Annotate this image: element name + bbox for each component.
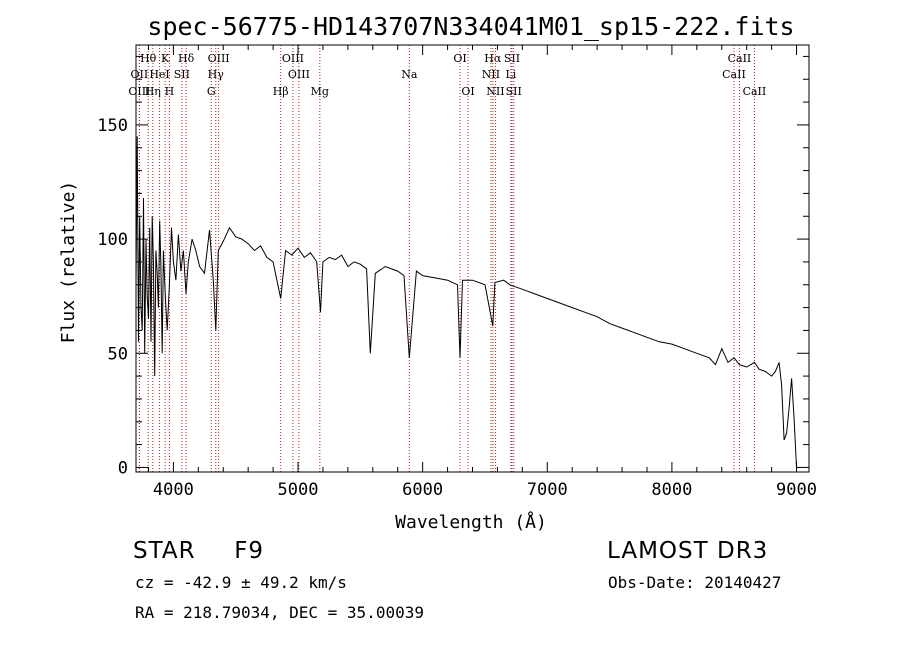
x-tick-label: 7000 <box>527 480 568 500</box>
line-marker-label: CaII <box>743 85 767 98</box>
line-marker-label: CaII <box>722 68 746 81</box>
line-marker-label: OII <box>131 68 149 81</box>
x-tick-label: 5000 <box>278 480 319 500</box>
line-marker-label: Hβ <box>273 85 289 98</box>
x-tick-label: 8000 <box>651 480 692 500</box>
line-marker-label: K <box>161 52 170 65</box>
line-marker-label: OIII <box>208 52 230 65</box>
line-marker-label: Na <box>401 68 418 81</box>
x-tick-label: 9000 <box>776 480 817 500</box>
line-marker-label: OIII <box>128 85 150 98</box>
line-marker-label: HeI <box>149 68 169 81</box>
line-marker-label: OIII <box>288 68 310 81</box>
obs-date: Obs-Date: 20140427 <box>608 573 782 592</box>
chart-title: spec-56775-HD143707N334041M01_sp15-222.f… <box>147 12 794 41</box>
line-marker-label: NII <box>486 85 504 98</box>
line-marker-label: SII <box>174 68 190 81</box>
line-marker-label: H <box>165 85 175 98</box>
line-markers: Hθ OII OIII HeI Hη K H SII Hδ OIII Hγ G OIII OIII Hβ Mg… <box>128 45 766 472</box>
y-axis-label: Flux (relative) <box>58 181 79 344</box>
x-axis-label: Wavelength (Å) <box>395 511 547 533</box>
line-marker-label: SII <box>506 85 522 98</box>
axes: 4000 5000 6000 7000 8000 9000 0 50 100 150 <box>97 45 817 500</box>
y-tick-label: 100 <box>97 230 128 250</box>
line-marker-label: Hδ <box>178 52 195 65</box>
line-marker-label: OI <box>461 85 474 98</box>
line-marker-label: G <box>207 85 216 98</box>
x-tick-label: 4000 <box>153 480 194 500</box>
line-marker-label: Hγ <box>208 68 225 81</box>
object-class: STAR <box>133 538 196 564</box>
object-subclass: F9 <box>234 538 265 564</box>
line-marker-label: OIII <box>282 52 304 65</box>
line-marker-label: NII <box>482 68 500 81</box>
line-marker-label: SII <box>504 52 520 65</box>
spectrum-line <box>135 136 797 468</box>
line-marker-label: Hη <box>145 85 161 98</box>
line-marker-label: Hθ <box>140 52 157 65</box>
line-marker-label: Mg <box>311 85 329 98</box>
y-tick-label: 0 <box>118 458 128 478</box>
x-tick-label: 6000 <box>402 480 443 500</box>
line-marker-label: OI <box>453 52 466 65</box>
y-tick-label: 150 <box>97 116 128 136</box>
line-marker-label: Li <box>505 68 516 81</box>
coordinates: RA = 218.79034, DEC = 35.00039 <box>135 603 424 622</box>
y-tick-label: 50 <box>108 344 128 364</box>
survey-name: LAMOST DR3 <box>607 538 769 564</box>
line-marker-label: Hα <box>484 52 502 65</box>
redshift-info: cz = -42.9 ± 49.2 km/s <box>135 573 347 592</box>
plot-frame <box>135 44 810 473</box>
line-marker-label: CaII <box>728 52 752 65</box>
